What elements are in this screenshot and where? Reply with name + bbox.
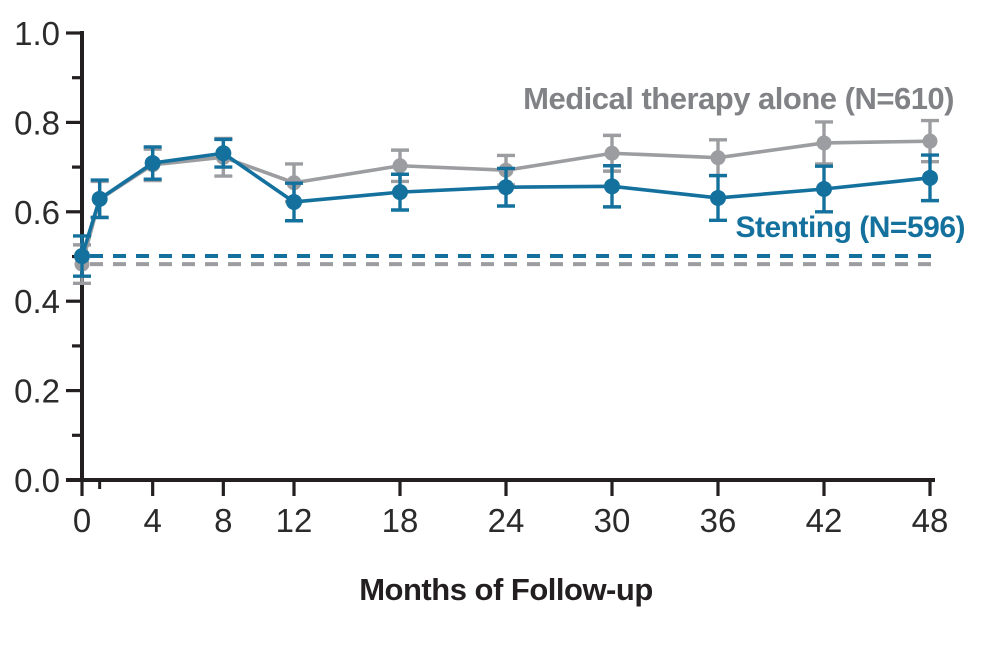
data-point-medical xyxy=(922,133,938,149)
x-tick-label: 4 xyxy=(143,502,161,539)
x-tick-label: 8 xyxy=(214,502,232,539)
y-tick-label: 0.0 xyxy=(14,462,60,499)
y-tick-label: 0.2 xyxy=(14,373,60,410)
x-tick-label: 24 xyxy=(488,502,525,539)
data-point-stenting xyxy=(710,189,726,206)
data-point-stenting xyxy=(604,178,620,195)
y-tick-label: 0.8 xyxy=(14,104,60,141)
data-point-medical xyxy=(392,158,408,174)
data-point-stenting xyxy=(91,190,108,207)
data-point-stenting xyxy=(816,181,832,198)
x-tick-label: 30 xyxy=(594,502,631,539)
x-axis-title: Months of Follow-up xyxy=(359,572,653,607)
data-point-stenting xyxy=(144,155,161,172)
y-tick-label: 0.4 xyxy=(14,283,60,320)
x-tick-label: 42 xyxy=(806,502,843,539)
data-point-medical xyxy=(710,150,726,166)
x-tick-label: 0 xyxy=(73,502,91,539)
data-point-medical xyxy=(604,145,620,161)
data-point-stenting xyxy=(215,145,232,162)
legend-stenting-label: Stenting (N=596) xyxy=(735,211,965,244)
legend-medical-therapy-label: Medical therapy alone (N=610) xyxy=(523,81,954,116)
data-point-stenting xyxy=(286,193,302,210)
x-tick-label: 12 xyxy=(276,502,313,539)
x-tick-label: 48 xyxy=(912,502,949,539)
data-point-medical xyxy=(816,135,832,151)
data-point-stenting xyxy=(498,179,514,196)
x-tick-label: 36 xyxy=(700,502,737,539)
data-point-stenting xyxy=(922,169,938,186)
y-tick-label: 1.0 xyxy=(14,15,60,52)
y-tick-label: 0.6 xyxy=(14,194,60,231)
x-tick-label: 18 xyxy=(382,502,419,539)
data-point-stenting xyxy=(392,184,408,201)
data-point-stenting xyxy=(74,248,90,265)
